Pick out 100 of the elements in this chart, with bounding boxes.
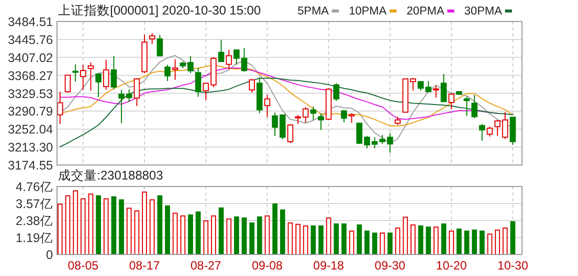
bar	[234, 216, 240, 255]
y-tick-label: 3213.30	[8, 140, 54, 155]
bar	[65, 195, 70, 255]
bar	[502, 228, 508, 255]
legend-label: 10PMA	[348, 6, 387, 18]
candlestick	[433, 85, 440, 98]
bar	[104, 198, 109, 255]
y-tick-label: 0	[46, 248, 54, 262]
bar	[318, 225, 324, 255]
bar	[180, 215, 186, 255]
candlestick	[72, 64, 78, 82]
candlestick	[88, 62, 94, 92]
candlestick	[479, 124, 486, 142]
candlestick	[448, 92, 454, 110]
y-tick-label: 3252.04	[8, 122, 54, 137]
y-tick-label: 2.38亿	[16, 214, 53, 228]
candlestick	[333, 82, 340, 102]
candlestick	[149, 32, 156, 45]
bar	[272, 203, 278, 255]
candlestick	[471, 94, 478, 119]
bar	[188, 214, 194, 255]
bar	[402, 216, 408, 255]
bar	[96, 195, 101, 255]
bar	[211, 215, 216, 255]
bar	[203, 220, 208, 255]
bar	[142, 192, 148, 255]
bar	[157, 195, 162, 255]
candlestick	[348, 112, 355, 124]
x-tick-label: 08-27	[190, 258, 222, 272]
bar	[456, 228, 462, 255]
candlestick	[195, 68, 202, 98]
y-tick-label: 1.19亿	[16, 231, 53, 245]
candlestick	[134, 78, 140, 106]
y-tick-label: 3290.79	[8, 104, 54, 119]
bar	[72, 190, 78, 255]
legend-label: 5PMA	[298, 6, 330, 18]
y-tick-label: 3.57亿	[16, 197, 53, 211]
bar	[242, 217, 247, 255]
bar	[288, 222, 293, 255]
x-tick-label: 08-05	[68, 258, 99, 272]
bar	[111, 196, 116, 255]
bar	[418, 225, 424, 255]
y-tick-label: 3368.27	[8, 68, 54, 83]
bar	[426, 226, 431, 255]
legend-label: 30PMA	[464, 6, 502, 18]
candlestick	[110, 55, 117, 90]
bar	[126, 208, 132, 255]
bar	[510, 221, 516, 255]
candlestick	[64, 74, 71, 94]
bar	[150, 199, 155, 255]
bar	[364, 230, 370, 255]
bar	[88, 194, 94, 255]
bar	[80, 198, 86, 255]
y-tick-label: 3174.55	[8, 158, 54, 172]
x-tick-label: 08-17	[129, 258, 160, 272]
x-tick-label: 10-30	[497, 258, 528, 272]
bar	[310, 225, 316, 255]
bar	[334, 223, 339, 255]
y-tick-label: 4.76亿	[16, 180, 53, 194]
x-tick-label: 10-20	[436, 258, 468, 272]
candlestick	[287, 124, 294, 144]
bar	[341, 223, 347, 255]
bar	[494, 230, 500, 255]
bar	[280, 209, 286, 255]
bar	[264, 215, 270, 255]
bar	[372, 232, 378, 255]
candlestick	[218, 39, 224, 62]
candlestick	[226, 49, 232, 70]
bar	[356, 224, 362, 255]
bar	[487, 234, 492, 255]
candlestick	[464, 96, 470, 116]
bar	[226, 218, 232, 255]
bar	[172, 212, 178, 255]
bar	[480, 230, 485, 255]
bar	[303, 225, 308, 255]
candlestick	[95, 74, 102, 98]
candlestick	[440, 73, 447, 102]
bar	[380, 232, 385, 255]
bar	[164, 205, 170, 255]
y-tick-label: 3445.76	[8, 32, 54, 47]
x-tick-label: 09-18	[313, 258, 344, 272]
legend-label: 20PMA	[406, 6, 445, 18]
bar	[410, 224, 416, 255]
x-tick-label: 09-30	[374, 258, 406, 272]
y-tick-label: 3484.51	[8, 15, 54, 29]
bar	[118, 199, 124, 255]
bar	[326, 217, 332, 255]
bar	[448, 230, 454, 255]
bar	[134, 210, 140, 255]
candlestick	[486, 126, 493, 138]
bar	[434, 226, 439, 255]
candlestick	[57, 91, 64, 125]
candlestick	[80, 64, 86, 90]
bar	[196, 211, 201, 255]
candlestick	[340, 109, 348, 123]
x-tick-label: 09-08	[252, 258, 283, 272]
bar	[58, 204, 63, 255]
y-tick-label: 3329.53	[8, 86, 54, 101]
candlestick	[103, 59, 110, 90]
candlestick	[264, 94, 270, 118]
